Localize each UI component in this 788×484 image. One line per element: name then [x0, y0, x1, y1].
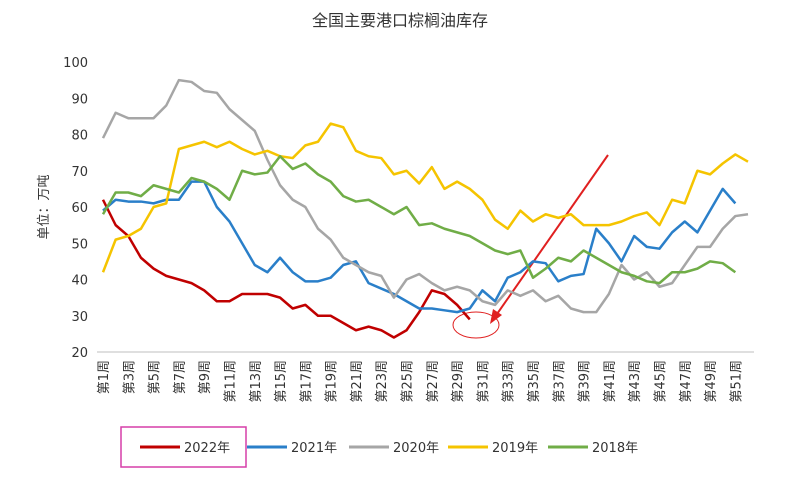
x-tick-label: 第27周 [426, 360, 441, 403]
x-tick-label: 第51周 [729, 360, 744, 403]
chart-title: 全国主要港口棕榈油库存 [312, 11, 488, 30]
x-tick-label: 第41周 [603, 360, 618, 403]
series-line [101, 78, 749, 314]
x-tick-label: 第21周 [350, 360, 365, 403]
x-tick-label: 第37周 [552, 360, 567, 403]
legend-label: 2020年 [393, 441, 439, 456]
legend-label: 2022年 [184, 441, 230, 456]
y-tick-label: 70 [71, 165, 88, 180]
arrow [496, 154, 609, 315]
arrow-head [490, 309, 502, 324]
legend-label: 2021年 [291, 441, 337, 456]
y-tick-label: 90 [71, 92, 88, 107]
x-tick-label: 第35周 [527, 360, 542, 403]
x-tick-label: 第25周 [401, 360, 416, 403]
y-tick-label: 80 [71, 129, 88, 144]
x-tick-label: 第23周 [375, 360, 390, 403]
legend-label: 2019年 [492, 441, 538, 456]
series-line [101, 199, 471, 339]
highlight-circle [452, 311, 500, 339]
x-tick-label: 第33周 [502, 360, 517, 403]
y-tick-label: 50 [71, 237, 88, 252]
y-tick-label: 40 [71, 274, 88, 289]
legend-label: 2018年 [592, 441, 638, 456]
series-line [102, 180, 737, 314]
x-tick-label: 第11周 [223, 360, 238, 403]
x-tick-label: 第3周 [122, 360, 137, 394]
y-tick-label: 20 [71, 346, 88, 361]
x-tick-label: 第15周 [274, 360, 289, 403]
x-tick-label: 第13周 [249, 360, 264, 403]
x-tick-label: 第9周 [198, 360, 213, 394]
x-tick-label: 第39周 [578, 360, 593, 403]
y-axis-label: 单位：万吨 [37, 174, 52, 239]
y-tick-label: 60 [71, 201, 88, 216]
x-tick-label: 第47周 [679, 360, 694, 403]
x-tick-label: 第45周 [653, 360, 668, 403]
x-tick-label: 第29周 [451, 360, 466, 403]
x-tick-label: 第49周 [704, 360, 719, 403]
x-tick-label: 第5周 [148, 360, 163, 394]
highlight-box [120, 426, 247, 468]
x-tick-label: 第43周 [628, 360, 643, 403]
y-tick-label: 30 [71, 310, 88, 325]
x-tick-label: 第19周 [325, 360, 340, 403]
series-line [101, 122, 749, 273]
x-tick-label: 第17周 [299, 360, 314, 403]
x-tick-label: 第1周 [97, 360, 112, 394]
y-tick-label: 100 [63, 56, 88, 71]
x-tick-label: 第7周 [173, 360, 188, 394]
x-tick-label: 第31周 [476, 360, 491, 403]
series-line [101, 155, 737, 285]
